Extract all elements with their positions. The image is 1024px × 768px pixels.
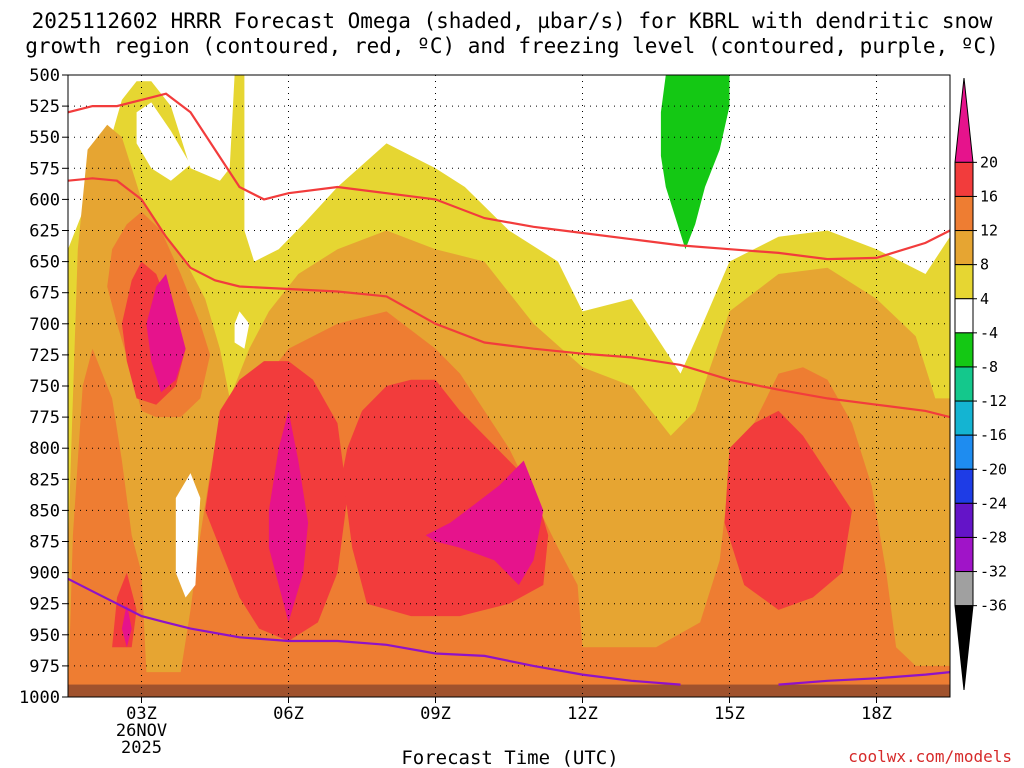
y-tick-label-550: 550 — [29, 128, 60, 148]
y-tick-label-725: 725 — [29, 346, 60, 366]
y-tick-label-700: 700 — [29, 315, 60, 335]
y-tick-label-950: 950 — [29, 626, 60, 646]
colorbar-label: -16 — [980, 426, 1007, 444]
colorbar: 20 16 12 8 4 -4 -8 -12 -16 -20 -24 -28 -32 -36 — [954, 77, 1007, 691]
colorbar-bin-12to16 — [954, 195, 974, 232]
x-tick-label-06Z: 06Z — [273, 704, 304, 724]
colorbar-bin--24to-20 — [954, 468, 974, 504]
colorbar-bin-16to20 — [954, 161, 974, 197]
y-tick-label-650: 650 — [29, 253, 60, 273]
y-tick-label-825: 825 — [29, 470, 60, 490]
dgz-contour-upper — [68, 92, 950, 261]
colorbar-label: -24 — [980, 494, 1007, 512]
colorbar-bin-8to12 — [954, 230, 974, 266]
colorbar-bin--8to-4 — [954, 332, 974, 368]
freezing-contour-left — [68, 577, 681, 686]
colorbar-label: -20 — [980, 460, 1007, 478]
y-tick-label-1000: 1000 — [19, 688, 60, 708]
y-tick-label-625: 625 — [29, 222, 60, 242]
y-tick-label-800: 800 — [29, 439, 60, 459]
dgz-contour-lower — [68, 177, 950, 419]
colorbar-label: -32 — [980, 563, 1007, 581]
colorbar-label: -8 — [980, 358, 998, 376]
white-hole-5 — [234, 311, 250, 349]
credit-text[interactable]: coolwx.com/models — [848, 747, 1012, 766]
y-tick-label-500: 500 — [29, 66, 60, 86]
freezing-contour-right — [778, 671, 950, 686]
omega-gt20-left — [268, 410, 309, 623]
colorbar-label: 4 — [980, 290, 989, 308]
colorbar-label: -28 — [980, 528, 1007, 546]
x-tick-label-03Z: 03Z — [126, 704, 157, 724]
x-tick-label-15Z: 15Z — [714, 704, 745, 724]
colorbar-label: -4 — [980, 324, 998, 342]
colorbar-label: -36 — [980, 597, 1007, 615]
y-tick-label-975: 975 — [29, 657, 60, 677]
y-tick-label-750: 750 — [29, 377, 60, 397]
x-tick-date: 26NOV — [116, 721, 167, 741]
y-tick-label-925: 925 — [29, 595, 60, 615]
y-tick-label-525: 525 — [29, 97, 60, 117]
ground-strip — [68, 684, 950, 697]
y-axis: 500 525 550 575 600 625 650 675 700 725 750 775 800 8… — [19, 66, 68, 708]
omega-gt20-upper — [146, 274, 186, 393]
chart-title-line-1: 2025112602 HRRR Forecast Omega (shaded, … — [32, 9, 993, 33]
y-tick-label-875: 875 — [29, 533, 60, 553]
colorbar-bin-4to8 — [954, 264, 974, 300]
colorbar-bin--32to-28 — [954, 536, 974, 573]
white-hole-3 — [136, 102, 191, 181]
y-tick-label-575: 575 — [29, 159, 60, 179]
chart-title-line-2: growth region (contoured, red, ºC) and f… — [25, 34, 999, 58]
x-tick-label-18Z: 18Z — [861, 704, 892, 724]
omega-gt20-center — [425, 460, 544, 585]
colorbar-label: 16 — [980, 187, 998, 205]
contour-layer — [68, 92, 950, 686]
colorbar-bin-bottom-arrow — [954, 605, 974, 691]
colorbar-label: 8 — [980, 256, 989, 274]
colorbar-label: 20 — [980, 153, 998, 171]
x-tick-year: 2025 — [121, 738, 162, 758]
colorbar-bin--28to-24 — [954, 502, 974, 538]
ground-layer — [68, 684, 950, 697]
colorbar-bin--20to-16 — [954, 434, 974, 470]
colorbar-label: -12 — [980, 392, 1007, 410]
plot-area — [68, 75, 950, 697]
y-tick-label-675: 675 — [29, 284, 60, 304]
white-hole-4 — [175, 473, 201, 598]
y-tick-label-600: 600 — [29, 190, 60, 210]
x-axis-title: Forecast Time (UTC) — [401, 747, 618, 768]
x-tick-label-09Z: 09Z — [420, 704, 451, 724]
colorbar-bin--4to4 — [954, 298, 974, 334]
x-tick-label-12Z: 12Z — [567, 704, 598, 724]
y-tick-label-900: 900 — [29, 564, 60, 584]
colorbar-bin--12to-8 — [954, 366, 974, 402]
colorbar-bin--16to-12 — [954, 400, 974, 436]
omega-gt20-low — [121, 603, 132, 648]
y-tick-label-850: 850 — [29, 501, 60, 521]
y-tick-label-775: 775 — [29, 408, 60, 428]
omega-shading-layer — [68, 75, 950, 697]
colorbar-label: 12 — [980, 222, 998, 240]
colorbar-bin--36to-32 — [954, 571, 974, 607]
omega-neg4-neg8 — [660, 75, 730, 250]
